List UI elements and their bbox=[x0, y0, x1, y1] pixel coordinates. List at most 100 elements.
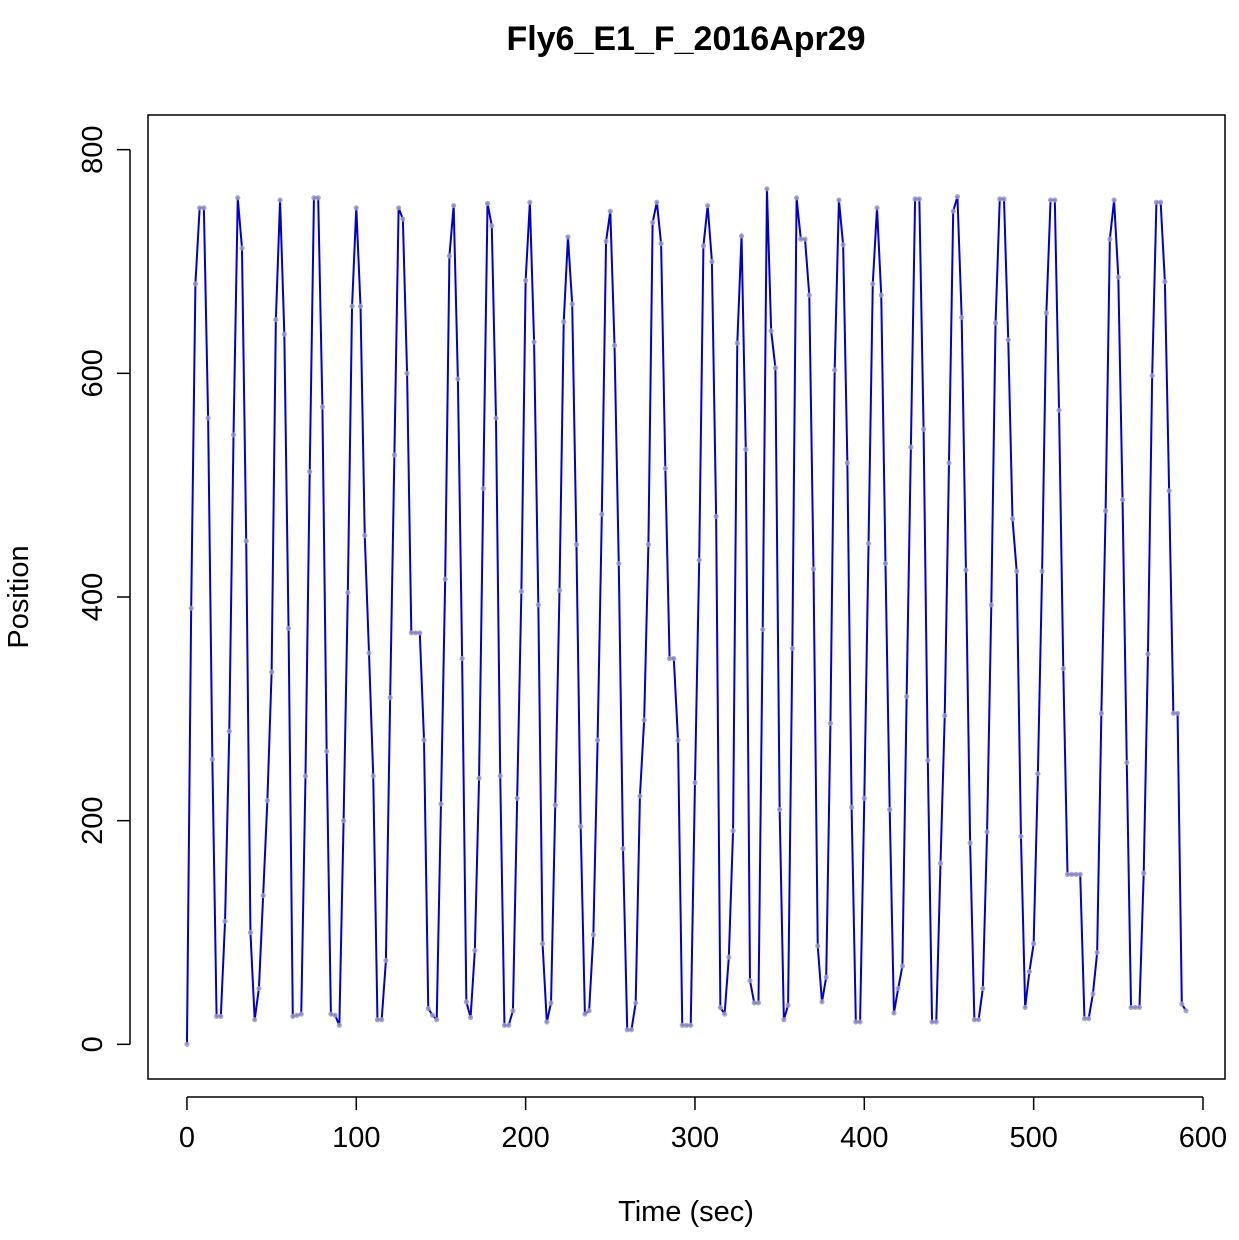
data-point bbox=[658, 241, 664, 247]
data-point bbox=[654, 199, 660, 205]
data-point bbox=[412, 630, 419, 636]
data-point bbox=[679, 1022, 685, 1028]
data-point bbox=[1115, 274, 1121, 280]
data-point bbox=[336, 1022, 342, 1028]
x-tick-label: 400 bbox=[840, 1122, 888, 1154]
data-point bbox=[709, 258, 715, 265]
data-point bbox=[1005, 337, 1011, 343]
data-point bbox=[434, 1017, 440, 1023]
data-point bbox=[971, 1017, 977, 1023]
data-point bbox=[963, 567, 969, 573]
data-point bbox=[201, 205, 207, 211]
data-point bbox=[497, 773, 503, 779]
data-point bbox=[260, 892, 266, 899]
data-point bbox=[633, 1000, 639, 1006]
data-point bbox=[603, 238, 609, 244]
data-point bbox=[793, 195, 800, 201]
data-point bbox=[595, 737, 601, 743]
data-point bbox=[324, 748, 330, 754]
data-point bbox=[340, 818, 347, 824]
data-point bbox=[192, 281, 199, 287]
data-point bbox=[1001, 196, 1007, 202]
data-point bbox=[315, 195, 321, 201]
data-point bbox=[688, 1022, 694, 1028]
data-point bbox=[544, 1019, 550, 1025]
data-point bbox=[582, 1011, 588, 1017]
data-point bbox=[628, 1027, 635, 1033]
data-point bbox=[1043, 310, 1049, 316]
data-point bbox=[671, 655, 677, 662]
data-point bbox=[518, 588, 524, 595]
data-point bbox=[734, 340, 740, 346]
data-point bbox=[937, 860, 944, 866]
data-point bbox=[311, 195, 317, 201]
data-point bbox=[370, 773, 376, 779]
data-point bbox=[302, 773, 309, 779]
data-point bbox=[950, 208, 956, 214]
data-point bbox=[1018, 833, 1024, 839]
data-point bbox=[645, 541, 652, 548]
data-point bbox=[506, 1022, 512, 1028]
data-point bbox=[1039, 568, 1045, 574]
data-point bbox=[895, 985, 901, 992]
data-point bbox=[920, 426, 927, 432]
data-point bbox=[624, 1027, 630, 1033]
data-point bbox=[539, 941, 546, 947]
y-tick-label: 400 bbox=[77, 573, 109, 621]
data-point bbox=[463, 999, 469, 1005]
data-point bbox=[662, 465, 668, 471]
data-point bbox=[887, 806, 893, 813]
data-point bbox=[1073, 871, 1079, 877]
data-point bbox=[976, 1017, 982, 1023]
data-point bbox=[722, 1011, 728, 1017]
data-point bbox=[849, 804, 855, 810]
data-point bbox=[1077, 871, 1083, 877]
data-point bbox=[832, 367, 838, 373]
data-point bbox=[404, 370, 410, 376]
data-point bbox=[307, 469, 313, 475]
data-point bbox=[1056, 407, 1062, 413]
data-point bbox=[764, 186, 770, 192]
data-point bbox=[861, 795, 867, 801]
data-point bbox=[425, 1005, 431, 1012]
data-point bbox=[865, 540, 872, 546]
data-point bbox=[713, 513, 719, 520]
data-point bbox=[569, 301, 575, 307]
data-point bbox=[1081, 1016, 1088, 1022]
x-tick-label: 500 bbox=[1009, 1122, 1057, 1154]
data-point bbox=[844, 460, 850, 466]
data-point bbox=[705, 202, 711, 209]
data-point bbox=[857, 1019, 863, 1025]
data-point bbox=[785, 1002, 791, 1008]
x-tick-label: 300 bbox=[671, 1122, 719, 1154]
data-point bbox=[806, 292, 812, 298]
data-point bbox=[819, 999, 825, 1005]
data-point bbox=[853, 1019, 859, 1025]
data-point bbox=[954, 194, 961, 200]
data-point bbox=[586, 1008, 592, 1014]
data-point bbox=[781, 1017, 787, 1023]
data-point bbox=[383, 957, 389, 964]
data-point bbox=[760, 626, 766, 633]
y-tick-label: 800 bbox=[77, 125, 109, 173]
data-point bbox=[815, 943, 821, 949]
x-axis-label: Time (sec) bbox=[618, 1196, 754, 1228]
data-point bbox=[1153, 199, 1160, 205]
data-point bbox=[527, 199, 533, 205]
data-point bbox=[357, 303, 364, 309]
data-point bbox=[1128, 1004, 1134, 1011]
data-point bbox=[798, 236, 804, 242]
data-point bbox=[523, 277, 529, 284]
data-point bbox=[213, 1013, 220, 1019]
data-point bbox=[1136, 1004, 1143, 1011]
data-point bbox=[747, 977, 753, 984]
data-point bbox=[1086, 1016, 1092, 1022]
data-point bbox=[256, 985, 262, 992]
data-point bbox=[984, 829, 990, 835]
data-point bbox=[620, 846, 626, 852]
data-point bbox=[789, 645, 795, 652]
y-tick-label: 600 bbox=[77, 349, 109, 397]
data-point bbox=[730, 828, 736, 834]
data-point bbox=[882, 560, 889, 567]
data-point bbox=[836, 197, 842, 203]
